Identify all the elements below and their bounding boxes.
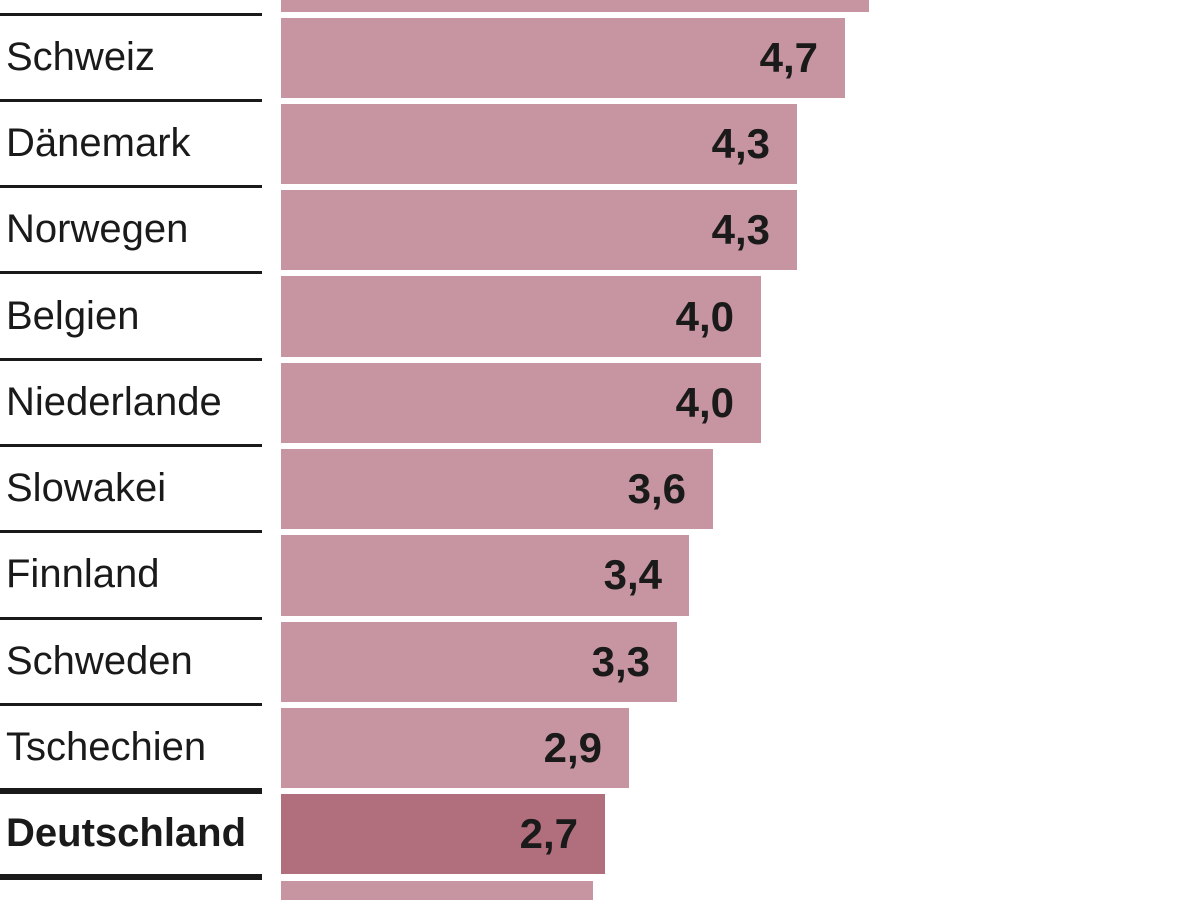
bar: 2,7: [281, 794, 605, 875]
row-divider: [0, 874, 262, 880]
partial-bar-top: [281, 0, 869, 12]
bar-row-label: Niederlande: [6, 359, 256, 445]
row-divider: [0, 530, 262, 534]
bar-row-label: Tschechien: [6, 704, 256, 790]
bar-row-label: Norwegen: [6, 187, 256, 273]
bar: 4,3: [281, 190, 797, 271]
bar: 3,6: [281, 449, 713, 530]
country-label: Tschechien: [6, 725, 207, 770]
row-divider: [0, 702, 262, 706]
bar-value-label: 4,3: [711, 119, 770, 167]
bar-value-label: 2,9: [543, 724, 602, 772]
row-divider: [0, 787, 262, 794]
bar-value-label: 4,0: [675, 378, 734, 426]
bar-row-label: Dänemark: [6, 100, 256, 186]
bar: 3,4: [281, 535, 689, 616]
bar-value-label: 3,4: [603, 551, 662, 599]
row-divider: [0, 12, 262, 16]
row-divider: [0, 98, 262, 102]
country-label: Niederlande: [6, 379, 222, 424]
country-label: Finnland: [6, 552, 160, 597]
row-divider: [0, 185, 262, 189]
bar-row-label: Finnland: [6, 532, 256, 618]
bar-row-label: Schweden: [6, 618, 256, 704]
bar-value-label: 3,3: [591, 637, 650, 685]
bar-value-label: 3,6: [627, 465, 686, 513]
bar: 4,3: [281, 103, 797, 185]
bar-row-label: Slowakei: [6, 446, 256, 532]
country-label: Belgien: [6, 293, 140, 338]
bar-row-label: Schweiz: [6, 14, 256, 100]
bar-value-label: 4,0: [675, 292, 734, 340]
row-divider: [0, 271, 262, 275]
bar: 4,0: [281, 362, 761, 443]
country-label: Norwegen: [6, 207, 189, 252]
row-divider: [0, 616, 262, 620]
bar: 4,0: [281, 276, 761, 357]
bar: 3,3: [281, 621, 677, 702]
country-label: Deutschland: [6, 811, 247, 856]
bar-value-label: 2,7: [519, 810, 578, 858]
country-label: Slowakei: [6, 466, 167, 511]
bar-row-label: Belgien: [6, 273, 256, 359]
country-label: Dänemark: [6, 120, 191, 165]
bar: 2,9: [281, 707, 629, 789]
partial-bar-bottom: [281, 880, 593, 900]
row-divider: [0, 357, 262, 361]
country-label: Schweiz: [6, 34, 155, 79]
bar-row-label: Deutschland: [6, 791, 256, 877]
bar: 4,7: [281, 17, 845, 98]
country-label: Schweden: [6, 638, 193, 683]
bar-value-label: 4,7: [759, 33, 818, 81]
bar-value-label: 4,3: [711, 206, 770, 254]
row-divider: [0, 444, 262, 447]
